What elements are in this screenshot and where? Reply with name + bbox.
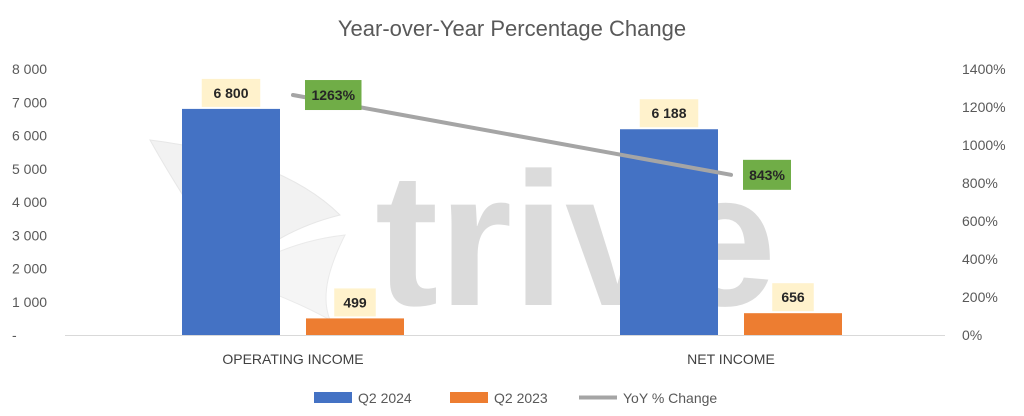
right-tick-label: 1200%: [962, 99, 1006, 115]
bar-data-label: 499: [334, 288, 376, 317]
left-tick-label: 2 000: [12, 261, 47, 277]
right-tick-label: 200%: [962, 289, 998, 305]
bar-q2-2024: [182, 108, 280, 336]
left-tick-label: 5 000: [12, 161, 47, 177]
bar-label-bg: [639, 99, 699, 128]
legend: Q2 2024 Q2 2023 YoY % Change: [314, 390, 717, 406]
left-tick-label: 1 000: [12, 294, 47, 310]
left-tick-label: 4 000: [12, 194, 47, 210]
line-label-text: 1263%: [311, 87, 355, 103]
left-tick-label: -: [12, 327, 17, 343]
legend-label: Q2 2023: [494, 390, 548, 406]
left-tick-label: 8 000: [12, 61, 47, 77]
bar-q2-2023: [306, 318, 404, 335]
legend-swatch: [450, 392, 488, 403]
bar-label-text: 6 188: [651, 105, 686, 121]
line-label-text: 843%: [749, 167, 785, 183]
yoy-line: [291, 93, 733, 177]
right-tick-label: 800%: [962, 175, 998, 191]
line-data-label: 843%: [743, 159, 791, 190]
line-label-bg: [743, 159, 791, 190]
right-tick-label: 1400%: [962, 61, 1006, 77]
bar-label-bg: [772, 283, 814, 312]
bar-q2-2023: [744, 313, 842, 335]
bar-q2-2024: [620, 129, 718, 335]
category-label: OPERATING INCOME: [222, 351, 363, 367]
bar-data-label: 6 188: [639, 99, 699, 128]
bar-data-label: 656: [772, 283, 814, 312]
bars: [182, 108, 842, 336]
bar-label-bg: [334, 288, 376, 317]
right-tick-label: 400%: [962, 251, 998, 267]
right-axis: 0% 200% 400% 600% 800% 1000% 1200% 1400%: [962, 61, 1006, 343]
right-tick-label: 0%: [962, 327, 982, 343]
line-data-label: 1263%: [305, 80, 362, 111]
left-tick-label: 6 000: [12, 128, 47, 144]
data-labels: 6 800 6 188 499 656 1263% 843%: [201, 78, 814, 317]
bar-label-bg: [201, 78, 261, 107]
bar-label-text: 6 800: [213, 85, 248, 101]
legend-swatch: [314, 392, 352, 403]
legend-label: YoY % Change: [623, 390, 717, 406]
bar-label-text: 656: [781, 289, 805, 305]
right-tick-label: 1000%: [962, 137, 1006, 153]
line-series: [291, 93, 733, 177]
bar-label-text: 499: [343, 294, 367, 310]
category-labels: OPERATING INCOME NET INCOME: [222, 351, 774, 367]
right-tick-label: 600%: [962, 213, 998, 229]
left-tick-label: 7 000: [12, 94, 47, 110]
line-label-bg: [305, 80, 362, 111]
legend-label: Q2 2024: [358, 390, 412, 406]
left-axis: - 1 000 2 000 3 000 4 000 5 000 6 000 7 000 8 00…: [12, 61, 47, 343]
chart-title: Year-over-Year Percentage Change: [338, 16, 686, 41]
category-label: NET INCOME: [687, 351, 775, 367]
left-tick-label: 3 000: [12, 227, 47, 243]
bar-data-label: 6 800: [201, 78, 261, 107]
